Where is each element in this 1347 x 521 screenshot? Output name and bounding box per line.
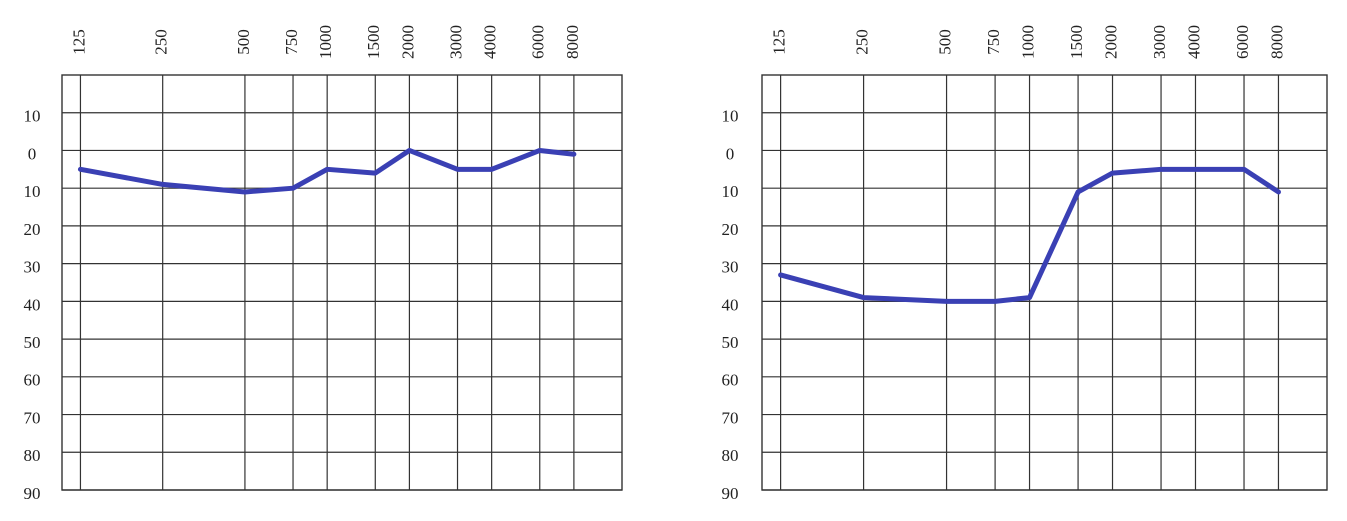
- x-tick-label: 750: [282, 29, 301, 55]
- x-tick-label: 750: [984, 29, 1003, 55]
- plot-frame: [761, 74, 1328, 491]
- x-tick-label: 1500: [364, 25, 383, 59]
- x-tick-label: 6000: [1233, 25, 1252, 59]
- y-tick-label: 90: [722, 484, 739, 503]
- x-tick-label: 3000: [1150, 25, 1169, 59]
- plot-frame: [61, 74, 623, 491]
- y-tick-label: 40: [24, 295, 41, 314]
- x-tick-label: 8000: [563, 25, 582, 59]
- y-tick-label: 80: [24, 446, 41, 465]
- y-tick-label: 40: [722, 295, 739, 314]
- y-tick-label: 20: [722, 220, 739, 239]
- y-tick-label: 0: [28, 144, 37, 163]
- x-tick-label: 4000: [481, 25, 500, 59]
- x-tick-label: 1000: [1018, 25, 1037, 59]
- y-tick-label: 20: [24, 220, 41, 239]
- y-tick-label: 30: [722, 258, 739, 277]
- x-tick-label: 8000: [1267, 25, 1286, 59]
- x-tick-label: 1000: [316, 25, 335, 59]
- y-tick-label: 10: [722, 107, 739, 126]
- y-tick-label: 60: [722, 371, 739, 390]
- x-tick-label: 250: [852, 29, 871, 55]
- x-tick-label: 2000: [398, 25, 417, 59]
- x-tick-label: 500: [935, 29, 954, 55]
- x-tick-label: 6000: [529, 25, 548, 59]
- y-tick-label: 10: [722, 182, 739, 201]
- y-tick-label: 0: [726, 144, 735, 163]
- x-tick-label: 125: [770, 29, 789, 55]
- y-tick-label: 80: [722, 446, 739, 465]
- threshold-line: [778, 166, 1281, 304]
- threshold-line: [77, 147, 577, 195]
- y-tick-label: 70: [722, 408, 739, 427]
- x-tick-label: 250: [152, 29, 171, 55]
- y-tick-label: 90: [24, 484, 41, 503]
- y-tick-label: 70: [24, 408, 41, 427]
- y-tick-label: 50: [722, 333, 739, 352]
- y-tick-label: 60: [24, 371, 41, 390]
- x-tick-label: 4000: [1184, 25, 1203, 59]
- y-tick-label: 10: [24, 182, 41, 201]
- y-tick-label: 50: [24, 333, 41, 352]
- y-tick-label: 10: [24, 107, 41, 126]
- x-tick-label: 3000: [446, 25, 465, 59]
- x-tick-label: 125: [69, 29, 88, 55]
- x-tick-label: 2000: [1101, 25, 1120, 59]
- x-tick-label: 500: [234, 29, 253, 55]
- x-tick-label: 1500: [1067, 25, 1086, 59]
- y-tick-label: 30: [24, 258, 41, 277]
